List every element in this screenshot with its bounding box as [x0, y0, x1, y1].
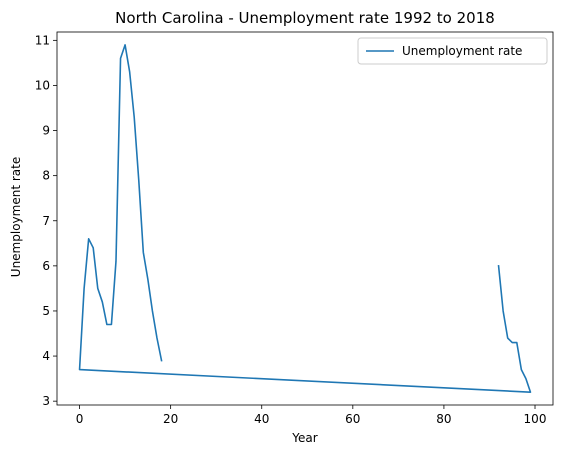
chart-title: North Carolina - Unemployment rate 1992 …	[115, 9, 495, 27]
y-axis-label: Unemployment rate	[9, 157, 23, 277]
x-tick-label: 20	[163, 412, 178, 426]
y-tick-label: 6	[42, 259, 50, 273]
x-tick-label: 0	[76, 412, 84, 426]
x-tick-label: 100	[524, 412, 547, 426]
legend-box	[357, 37, 548, 65]
y-tick-label: 7	[42, 214, 50, 228]
axes-frame	[56, 31, 554, 406]
series-line-0	[78, 44, 532, 393]
legend-label: Unemployment rate	[402, 44, 522, 58]
x-axis-label: Year	[291, 431, 317, 445]
legend: Unemployment rate	[357, 37, 548, 65]
y-tick-label: 3	[42, 394, 50, 408]
y-tick-label: 4	[42, 349, 50, 363]
y-tick-label: 8	[42, 169, 50, 183]
y-tick-label: 11	[35, 33, 50, 47]
x-tick-label: 40	[254, 412, 269, 426]
y-tick-label: 5	[42, 304, 50, 318]
y-tick-label: 9	[42, 124, 50, 138]
x-tick-label: 60	[345, 412, 360, 426]
plot-area: 0 20 40 60 80 100 3 4 5 6 7 8 9 10 11	[35, 31, 554, 426]
x-tick-label: 80	[436, 412, 451, 426]
y-tick-label: 10	[35, 78, 50, 92]
